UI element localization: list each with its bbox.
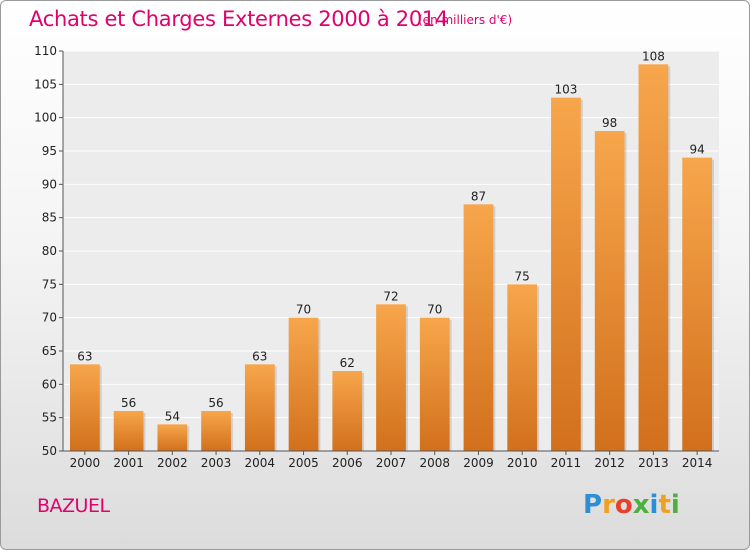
bar [69, 364, 100, 451]
logo-letter: o [614, 490, 633, 520]
bar [113, 411, 144, 451]
x-tick-label: 2010 [507, 456, 538, 470]
logo-letter: t [658, 490, 671, 520]
x-tick-label: 2005 [288, 456, 319, 470]
bar [551, 97, 581, 452]
value-label: 63 [77, 349, 92, 363]
bar [376, 304, 406, 451]
logo-letter: i [670, 490, 680, 520]
bar [682, 157, 713, 451]
y-tick-label: 80 [42, 244, 57, 258]
x-tick-label: 2002 [157, 456, 188, 470]
bar [157, 424, 188, 451]
x-tick-label: 2013 [638, 456, 669, 470]
x-tick-label: 2003 [201, 456, 232, 470]
y-tick-label: 100 [34, 111, 57, 125]
y-tick-label: 90 [42, 177, 57, 191]
y-tick-label: 55 [42, 411, 57, 425]
axes: 50 55 60 65 70 75 80 85 90 95 100 105 110 2000 2001 200… [34, 44, 719, 470]
y-tick-label: 65 [42, 344, 57, 358]
logo-letter: r [602, 490, 615, 520]
bar [463, 204, 494, 451]
bar [594, 131, 625, 451]
value-label: 62 [340, 356, 355, 370]
value-label: 63 [252, 349, 267, 363]
bar [638, 64, 669, 452]
value-label: 75 [515, 269, 530, 283]
y-tick-label: 60 [42, 377, 57, 391]
value-label: 94 [689, 143, 704, 157]
y-tick-label: 110 [34, 44, 57, 58]
value-label: 72 [383, 289, 398, 303]
y-tick-label: 75 [42, 277, 57, 291]
logo-letter: P [583, 490, 603, 520]
bar [201, 411, 231, 451]
bar [419, 317, 450, 451]
x-tick-label: 2004 [245, 456, 276, 470]
x-tick-label: 2014 [682, 456, 713, 470]
y-tick-label: 85 [42, 211, 57, 225]
x-tick-label: 2011 [551, 456, 582, 470]
bar [244, 364, 275, 451]
logo-letter: i [649, 490, 659, 520]
x-tick-label: 2001 [113, 456, 144, 470]
chart-title: Achats et Charges Externes 2000 à 2014 [29, 7, 449, 31]
x-tick-label: 2012 [594, 456, 625, 470]
value-label: 87 [471, 189, 486, 203]
value-label: 70 [296, 303, 311, 317]
y-tick-label: 95 [42, 144, 57, 158]
bar [288, 317, 319, 451]
x-tick-label: 2006 [332, 456, 363, 470]
x-tick-label: 2007 [376, 456, 407, 470]
proxiti-logo: Proxiti [583, 490, 680, 520]
value-label: 103 [554, 83, 577, 97]
bar [507, 284, 538, 451]
x-tick-label: 2008 [419, 456, 450, 470]
town-name: BAZUEL [37, 495, 110, 517]
value-label: 98 [602, 116, 617, 130]
logo-letter: x [632, 490, 650, 520]
bars: 63 56 54 56 63 70 62 72 70 87 75 103 98 108 94 [69, 49, 715, 452]
value-label: 56 [121, 396, 136, 410]
y-tick-label: 70 [42, 311, 57, 325]
y-tick-label: 105 [34, 77, 57, 91]
chart-subtitle: (en milliers d'€) [418, 13, 513, 27]
y-tick-label: 50 [42, 444, 57, 458]
value-label: 54 [165, 409, 180, 423]
x-tick-label: 2000 [70, 456, 101, 470]
value-label: 70 [427, 303, 442, 317]
x-tick-label: 2009 [463, 456, 494, 470]
bar [332, 371, 363, 451]
value-label: 108 [642, 49, 665, 63]
value-label: 56 [208, 396, 223, 410]
